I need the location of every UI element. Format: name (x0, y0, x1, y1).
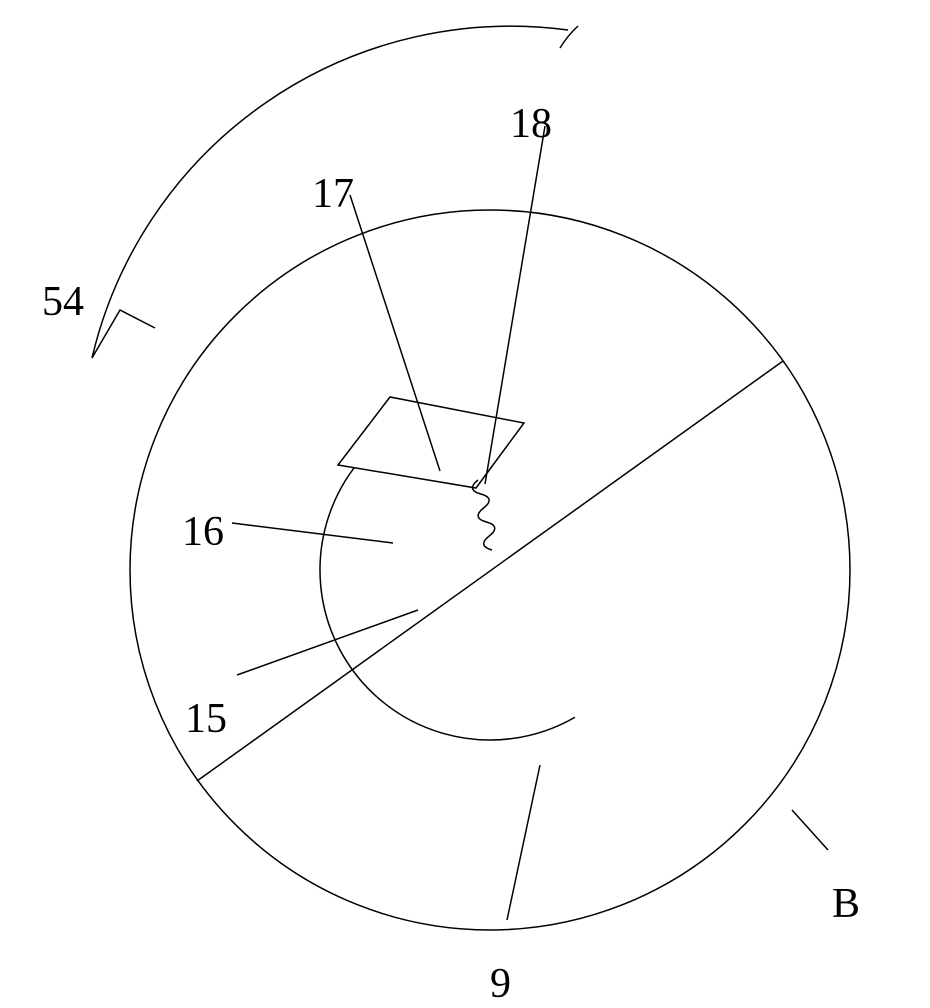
lead-line-9 (507, 765, 540, 920)
label-B: B (832, 880, 860, 928)
label-18: 18 (510, 100, 552, 148)
lead-line-B (792, 810, 828, 850)
label-9: 9 (490, 960, 511, 1008)
diagram-canvas (0, 0, 930, 1000)
label-54: 54 (42, 278, 84, 326)
label-16: 16 (182, 508, 224, 556)
main-circle (130, 210, 850, 930)
label-17: 17 (312, 170, 354, 218)
label-15: 15 (185, 695, 227, 743)
spring-coil (472, 480, 494, 550)
lead-line-16 (232, 523, 393, 543)
